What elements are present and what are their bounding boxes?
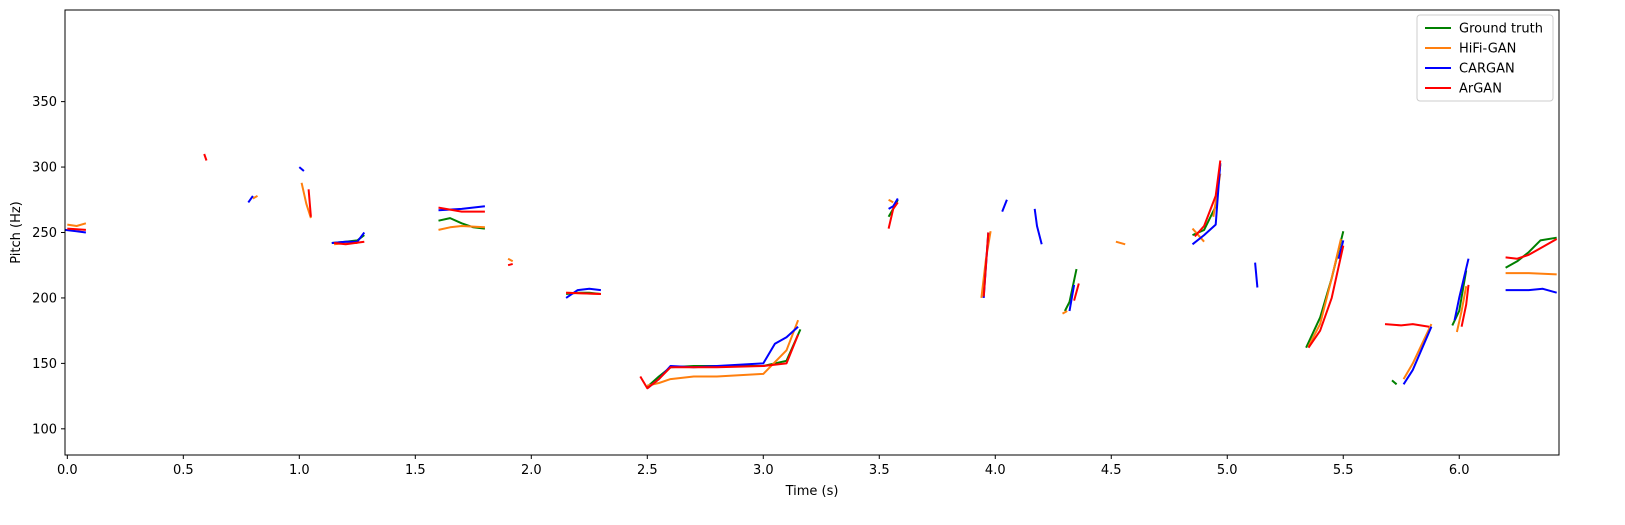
series-line-argan xyxy=(307,189,312,217)
series-ground-truth xyxy=(331,164,1557,388)
series-line-argan xyxy=(438,206,485,213)
legend-label-ground-truth: Ground truth xyxy=(1459,22,1543,37)
series-line-argan xyxy=(1194,160,1222,238)
x-tick-label: 5.0 xyxy=(1217,463,1238,478)
series-line-hifi-gan xyxy=(438,225,485,231)
series-line-argan xyxy=(639,334,800,390)
x-tick-label: 0.0 xyxy=(57,463,78,478)
legend-label-argan: ArGAN xyxy=(1459,82,1502,97)
series-line-cargan xyxy=(888,197,899,210)
x-axis-label: Time (s) xyxy=(785,484,839,499)
series-argan xyxy=(67,153,1558,390)
series-line-ground-truth xyxy=(1064,268,1078,312)
series-line-hifi-gan xyxy=(888,198,894,204)
series-line-cargan xyxy=(247,195,254,203)
series-line-cargan xyxy=(565,287,602,299)
series-line-hifi-gan xyxy=(1115,240,1126,246)
series-line-argan xyxy=(566,291,601,295)
series-line-argan xyxy=(887,201,899,229)
series-line-hifi-gan xyxy=(1505,272,1557,276)
x-tick-label: 6.0 xyxy=(1449,463,1470,478)
series-line-cargan xyxy=(1453,258,1470,321)
series-line-hifi-gan xyxy=(1455,286,1468,333)
series-line-argan xyxy=(333,240,365,246)
series-line-hifi-gan xyxy=(300,182,312,219)
legend-label-hifi-gan: HiFi-GAN xyxy=(1459,42,1516,57)
series-line-cargan xyxy=(64,228,87,234)
x-tick-label: 3.0 xyxy=(753,463,774,478)
series-line-cargan xyxy=(1068,284,1076,312)
series-line-hifi-gan xyxy=(1307,238,1342,347)
series-line-cargan xyxy=(1505,287,1557,294)
series-line-hifi-gan xyxy=(1062,310,1068,315)
series-line-argan xyxy=(982,232,990,297)
series-line-argan xyxy=(1505,238,1558,260)
series-line-argan xyxy=(1460,284,1470,327)
x-tick-label: 5.5 xyxy=(1333,463,1354,478)
y-axis-label: Pitch (Hz) xyxy=(9,201,24,264)
x-axis: 0.0 0.5 1.0 1.5 2.0 2.5 3.0 3.5 4.0 4.5 5.0 5.5 6.0 xyxy=(57,455,1470,478)
x-tick-label: 3.5 xyxy=(869,463,890,478)
y-tick-label: 250 xyxy=(32,226,57,241)
series-line-argan xyxy=(1307,245,1345,349)
legend: Ground truth HiFi-GAN CARGAN ArGAN xyxy=(1416,14,1554,102)
series-line-ground-truth xyxy=(1391,379,1398,386)
y-tick-label: 100 xyxy=(32,422,57,437)
y-tick-label: 300 xyxy=(32,161,57,176)
series-line-cargan xyxy=(1337,240,1345,259)
x-tick-label: 4.5 xyxy=(1101,463,1122,478)
series-line-hifi-gan xyxy=(647,319,800,387)
series-line-argan xyxy=(67,227,86,231)
x-tick-label: 2.0 xyxy=(521,463,542,478)
series-line-cargan xyxy=(298,166,305,172)
series-hifi-gan xyxy=(67,173,1557,387)
y-tick-label: 350 xyxy=(32,95,57,110)
series-line-argan xyxy=(1384,323,1430,328)
y-tick-label: 200 xyxy=(32,291,57,306)
series-line-cargan xyxy=(1402,326,1433,385)
series-line-argan xyxy=(507,262,513,267)
x-tick-label: 1.0 xyxy=(289,463,310,478)
y-tick-label: 150 xyxy=(32,357,57,372)
x-tick-label: 1.5 xyxy=(405,463,426,478)
x-tick-label: 2.5 xyxy=(637,463,658,478)
series-line-argan xyxy=(203,153,208,161)
series-line-hifi-gan xyxy=(67,222,87,227)
series-line-argan xyxy=(1073,283,1080,301)
series-layer xyxy=(64,153,1558,390)
y-axis: 100 150 200 250 300 350 xyxy=(32,95,65,437)
series-line-hifi-gan xyxy=(252,195,258,200)
series-line-hifi-gan xyxy=(1191,227,1205,243)
series-line-cargan xyxy=(1191,163,1222,246)
series-line-cargan xyxy=(331,231,366,244)
legend-frame xyxy=(1416,14,1554,102)
series-line-cargan xyxy=(1033,208,1043,245)
series-line-cargan xyxy=(1254,262,1259,288)
series-line-ground-truth xyxy=(1451,270,1468,326)
x-tick-label: 4.0 xyxy=(985,463,1006,478)
series-line-hifi-gan xyxy=(1402,323,1433,380)
series-line-ground-truth xyxy=(1505,236,1557,269)
series-line-cargan xyxy=(1001,199,1008,212)
legend-label-cargan: CARGAN xyxy=(1459,62,1515,77)
series-line-hifi-gan xyxy=(507,257,514,263)
plot-frame xyxy=(64,9,1560,456)
x-tick-label: 0.5 xyxy=(173,463,194,478)
